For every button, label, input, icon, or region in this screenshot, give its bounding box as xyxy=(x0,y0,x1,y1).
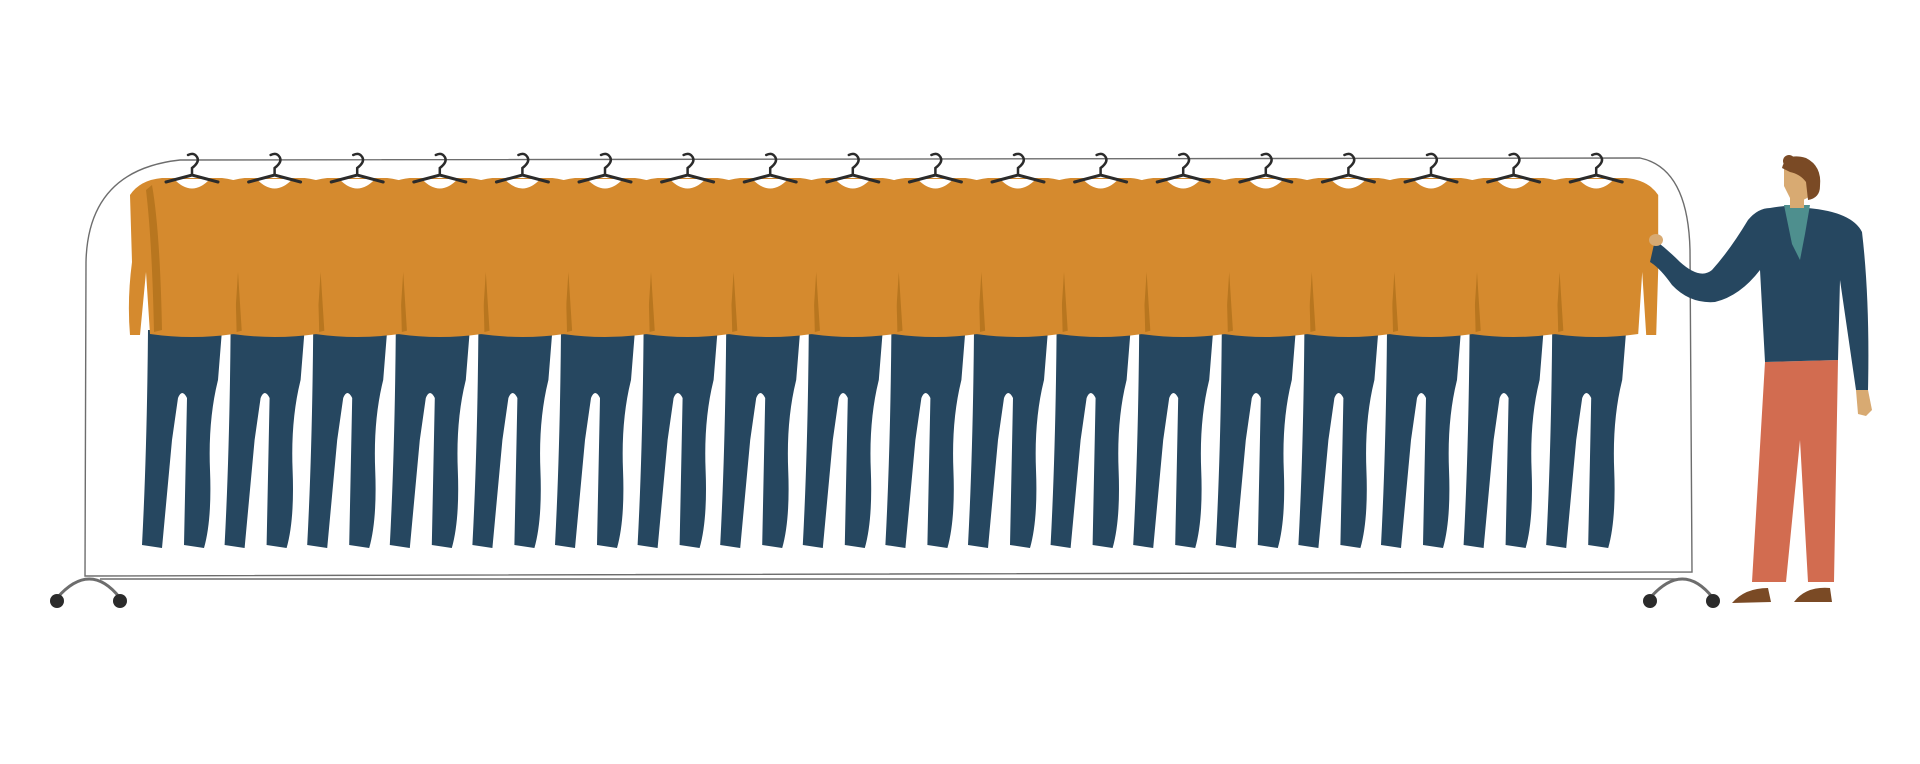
sweater-neckline xyxy=(1495,179,1532,189)
hanger-hook-icon xyxy=(351,152,365,177)
sweater-neckline xyxy=(752,179,789,189)
garment-outfit xyxy=(211,152,337,548)
hanger-hook-icon xyxy=(1012,152,1026,177)
pants xyxy=(637,330,718,548)
sweater-neckline xyxy=(421,179,458,189)
sweater-neckline xyxy=(834,179,871,189)
rack-base-right xyxy=(1648,577,1715,599)
rack-frame xyxy=(84,157,1693,577)
garment-row xyxy=(128,152,1659,548)
wheel-icon xyxy=(1643,594,1657,608)
pants xyxy=(1215,330,1296,548)
clothing-rack xyxy=(50,157,1720,608)
sweater-shade xyxy=(146,185,162,332)
sweater-neckline xyxy=(1247,179,1284,189)
hanger-hook-icon xyxy=(186,152,200,177)
hanger-hook-icon xyxy=(1177,152,1191,177)
pants xyxy=(307,330,388,548)
wheel-icon xyxy=(1706,594,1720,608)
pants xyxy=(802,330,883,548)
sweater-neckline xyxy=(339,179,376,189)
hanger-hook-icon xyxy=(930,152,943,177)
sweater-neckline xyxy=(1000,179,1036,189)
pants xyxy=(1050,330,1131,548)
person-hand-right xyxy=(1856,390,1872,416)
sweater-neckline xyxy=(1330,179,1367,189)
sweater-neckline xyxy=(1082,179,1119,189)
person-hand-left xyxy=(1649,234,1663,246)
sweater-neckline xyxy=(256,179,293,189)
wheel-icon xyxy=(50,594,64,608)
pants xyxy=(885,330,966,548)
hanger-hook-icon xyxy=(847,152,860,177)
person-hair-tuft xyxy=(1783,155,1795,167)
person-collar xyxy=(1784,205,1810,260)
wheel-icon xyxy=(113,594,127,608)
garment-outfit xyxy=(128,152,254,548)
pants xyxy=(1381,330,1461,548)
pants xyxy=(389,330,470,548)
pants xyxy=(224,330,305,548)
sweater-neckline xyxy=(669,179,706,189)
hanger-hook-icon xyxy=(1425,152,1439,177)
pants xyxy=(1546,330,1627,548)
rack-base-left xyxy=(55,577,122,599)
hanger-hook-icon xyxy=(599,152,613,177)
hanger-hook-icon xyxy=(269,152,282,177)
shopper-figure xyxy=(1649,155,1872,603)
hanger-hook-icon xyxy=(1508,152,1521,177)
sweater-neckline xyxy=(1413,179,1449,189)
sweater-neckline xyxy=(1578,179,1615,189)
sweater-neckline xyxy=(917,179,954,189)
pants xyxy=(555,330,635,548)
person-torso xyxy=(1650,206,1869,390)
sweater-neckline xyxy=(1165,179,1202,189)
hanger-hook-icon xyxy=(434,152,447,177)
pants xyxy=(142,330,222,548)
pants xyxy=(720,330,801,548)
hanger-hook-icon xyxy=(764,152,778,177)
pants xyxy=(968,330,1048,548)
hanger-hook-icon xyxy=(1343,152,1356,177)
hanger-hook-icon xyxy=(517,152,530,177)
person-shoe-left xyxy=(1732,588,1771,603)
pants xyxy=(1133,330,1214,548)
sweater-neckline xyxy=(587,179,623,189)
sweater-neckline xyxy=(174,179,210,189)
pants xyxy=(472,330,553,548)
hanger-hook-icon xyxy=(1095,152,1108,177)
hanger-hook-icon xyxy=(1590,152,1604,177)
person-hair xyxy=(1782,156,1821,200)
pants xyxy=(1463,330,1544,548)
person-shoe-right xyxy=(1794,587,1832,602)
person-pants xyxy=(1752,360,1838,582)
pants xyxy=(1298,330,1379,548)
hanger-hook-icon xyxy=(1260,152,1273,177)
sweater-neckline xyxy=(504,179,541,189)
hanger-hook-icon xyxy=(682,152,695,177)
